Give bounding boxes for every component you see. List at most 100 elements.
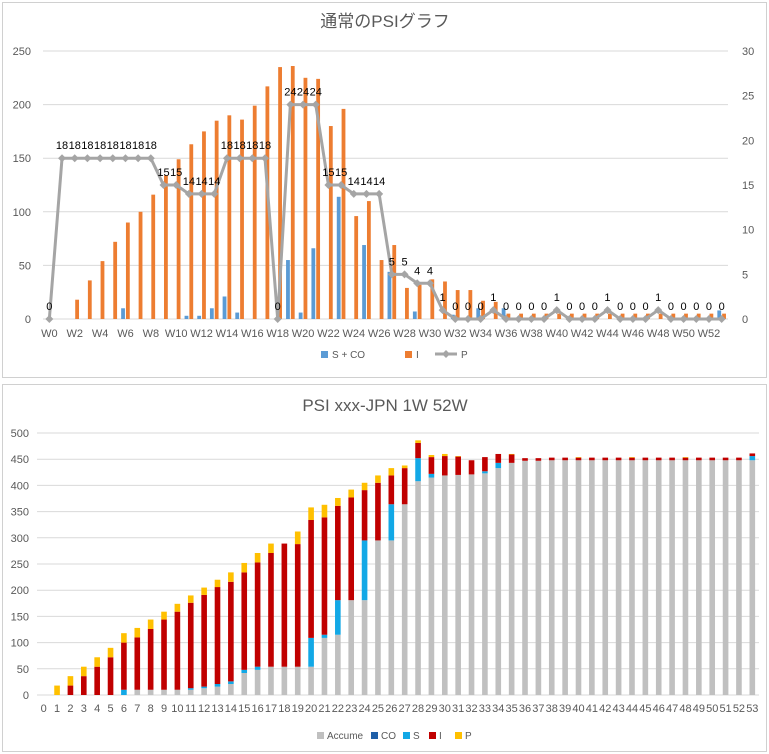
- bar-segment-p: [214, 579, 221, 588]
- bar-i: [227, 115, 232, 319]
- legend-swatch: [429, 732, 436, 739]
- bar-segment-accume: [508, 462, 515, 695]
- bar-segment-s: [415, 458, 421, 482]
- marker-p: [235, 154, 244, 163]
- x-tick-label: W34: [469, 328, 492, 340]
- legend-swatch: [405, 351, 412, 358]
- y-tick-label: 100: [11, 638, 29, 650]
- x-tick-label: W2: [66, 328, 83, 340]
- x-tick-label: W48: [647, 328, 670, 340]
- marker-p: [248, 154, 257, 163]
- x-tick-label: 45: [639, 703, 651, 715]
- marker-p: [502, 315, 511, 323]
- data-label-p: 18: [119, 140, 131, 152]
- data-label-p: 0: [617, 301, 623, 313]
- data-label-p: 0: [478, 301, 484, 313]
- bar-i: [113, 241, 118, 319]
- bar-segment-i: [535, 458, 542, 461]
- bar-i: [392, 245, 397, 319]
- bar-segment-p: [508, 453, 515, 455]
- y-right-tick-label: 25: [742, 91, 754, 103]
- marker-p: [273, 315, 282, 323]
- bar-segment-accume: [655, 460, 662, 695]
- data-label-p: 24: [297, 87, 309, 99]
- bar-segment-p: [134, 627, 141, 638]
- bar-segment-p: [241, 562, 248, 573]
- bar-segment-i: [428, 457, 435, 474]
- bar-segment-s: [121, 689, 127, 695]
- data-label-p: 0: [642, 301, 648, 313]
- bar-segment-i: [415, 442, 421, 459]
- bar-segment-accume: [709, 460, 716, 695]
- marker-p: [590, 315, 599, 323]
- bar-segment-i: [709, 457, 716, 461]
- y-tick-label: 0: [23, 690, 29, 702]
- bar-i: [607, 313, 612, 319]
- marker-p: [184, 189, 193, 198]
- marker-p: [375, 189, 384, 198]
- bar-segment-accume: [441, 475, 448, 695]
- data-label-p: 18: [145, 140, 157, 152]
- bar-segment-p: [682, 457, 689, 458]
- legend-swatch: [317, 732, 324, 739]
- x-tick-label: W44: [596, 328, 619, 340]
- bar-segment-p: [228, 572, 234, 582]
- bar-segment-i: [174, 611, 181, 690]
- x-tick-label: W30: [419, 328, 442, 340]
- bar-i: [316, 78, 321, 319]
- x-tick-label: W46: [622, 328, 645, 340]
- bar-segment-s: [187, 688, 194, 690]
- bar-i: [481, 300, 485, 319]
- x-tick-label: W32: [444, 328, 467, 340]
- legend-swatch: [403, 732, 410, 739]
- bar-i: [531, 313, 536, 319]
- data-label-p: 18: [81, 140, 93, 152]
- data-label-p: 18: [233, 140, 245, 152]
- data-label-p: 0: [528, 301, 534, 313]
- bar-s-co: [501, 308, 506, 319]
- data-label-p: 18: [132, 140, 144, 152]
- x-tick-label: 40: [572, 703, 584, 715]
- bar-segment-accume: [455, 474, 461, 695]
- x-tick-label: 51: [719, 703, 731, 715]
- bar-segment-accume: [722, 460, 729, 695]
- x-tick-label: 41: [586, 703, 598, 715]
- bar-segment-i: [348, 497, 355, 601]
- marker-p: [476, 315, 485, 323]
- x-tick-label: 38: [546, 703, 558, 715]
- bar-segment-accume: [522, 460, 528, 695]
- marker-p: [400, 270, 409, 279]
- bar-i: [658, 313, 663, 319]
- bar-segment-p: [174, 603, 181, 612]
- bar-segment-i: [254, 562, 261, 667]
- bar-segment-accume: [682, 460, 689, 695]
- bar-segment-i: [682, 457, 689, 461]
- x-tick-label: 34: [492, 703, 504, 715]
- marker-p: [413, 279, 422, 288]
- x-tick-label: 20: [305, 703, 317, 715]
- bar-segment-p: [428, 455, 435, 458]
- bar-segment-i: [522, 458, 528, 461]
- bar-segment-p: [121, 633, 127, 643]
- data-label-p: 18: [107, 140, 119, 152]
- x-tick-label: 46: [653, 703, 665, 715]
- x-tick-label: 22: [332, 703, 344, 715]
- x-tick-label: W18: [266, 328, 289, 340]
- y-right-tick-label: 15: [742, 180, 754, 192]
- bar-i: [303, 77, 308, 319]
- bar-segment-i: [736, 457, 742, 461]
- data-label-p: 0: [668, 301, 674, 313]
- legend-label: S: [413, 731, 420, 742]
- bar-segment-p: [321, 504, 328, 518]
- bar-segment-accume: [562, 460, 568, 695]
- bar-s-co: [717, 310, 722, 319]
- x-tick-label: 48: [679, 703, 691, 715]
- bar-i: [417, 284, 422, 319]
- bar-segment-p: [187, 595, 194, 603]
- x-tick-label: W0: [41, 328, 58, 340]
- bar-i: [620, 313, 625, 319]
- x-tick-label: W50: [672, 328, 695, 340]
- bar-segment-i: [642, 457, 649, 461]
- x-tick-label: W40: [545, 328, 568, 340]
